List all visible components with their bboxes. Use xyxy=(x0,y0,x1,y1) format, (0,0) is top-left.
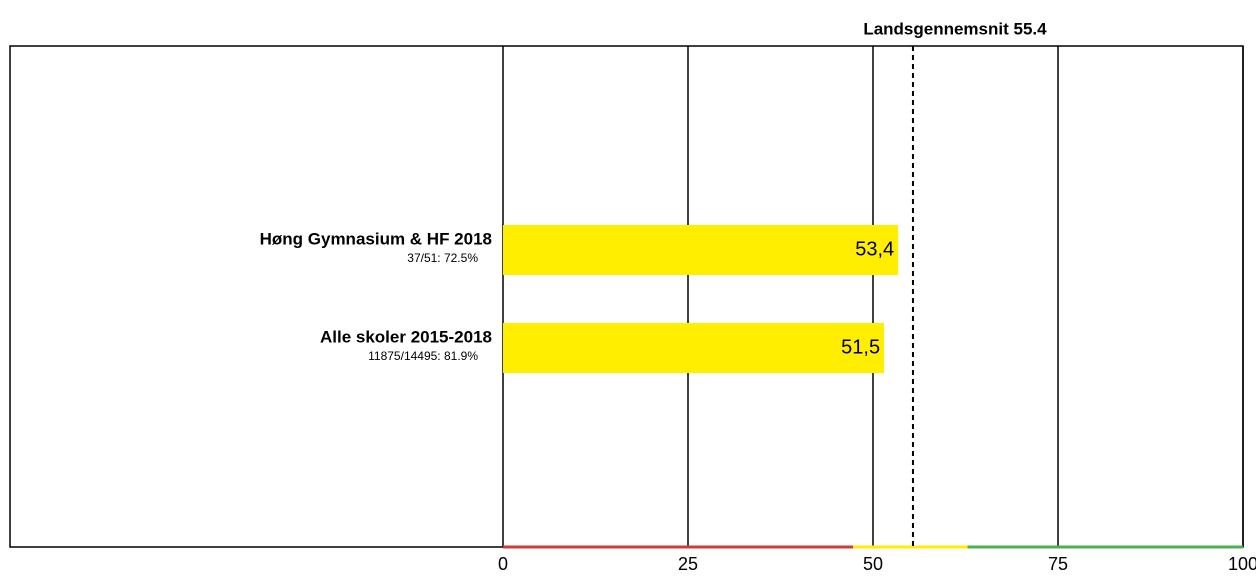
x-tick-label: 50 xyxy=(863,554,883,574)
value-label: 51,5 xyxy=(841,336,880,358)
reference-label: Landsgennemsnit 55.4 xyxy=(863,19,1047,38)
category-label: Alle skoler 2015-2018 xyxy=(320,327,492,346)
bar xyxy=(503,323,885,373)
x-tick-label: 75 xyxy=(1048,554,1068,574)
category-note: 37/51: 72.5% xyxy=(407,251,478,265)
category-label: Høng Gymnasium & HF 2018 xyxy=(260,229,492,248)
bar xyxy=(503,225,899,275)
x-tick-label: 25 xyxy=(678,554,698,574)
category-note: 11875/14495: 81.9% xyxy=(368,349,478,363)
value-label: 53,4 xyxy=(855,238,894,260)
x-tick-label: 0 xyxy=(498,554,508,574)
x-tick-label: 100 xyxy=(1228,554,1256,574)
